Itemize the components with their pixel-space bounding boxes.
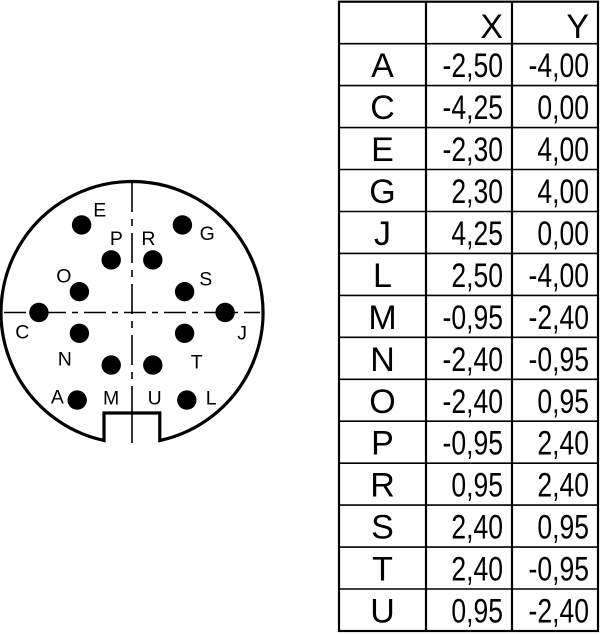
svg-text:0,95: 0,95 xyxy=(537,509,589,547)
svg-text:U: U xyxy=(370,593,395,631)
svg-text:0,95: 0,95 xyxy=(537,383,589,421)
svg-text:-0,95: -0,95 xyxy=(443,425,504,463)
svg-text:2,30: 2,30 xyxy=(451,173,503,211)
svg-text:2,50: 2,50 xyxy=(451,257,503,295)
svg-text:G: G xyxy=(200,223,215,245)
svg-text:T: T xyxy=(191,351,203,373)
svg-text:4,25: 4,25 xyxy=(451,215,503,253)
svg-text:C: C xyxy=(15,322,29,344)
svg-text:-2,50: -2,50 xyxy=(443,47,504,85)
svg-text:U: U xyxy=(148,387,162,409)
svg-text:-0,95: -0,95 xyxy=(443,299,504,337)
svg-text:N: N xyxy=(58,349,72,371)
svg-text:J: J xyxy=(374,215,391,253)
svg-text:R: R xyxy=(141,228,155,250)
svg-text:S: S xyxy=(199,269,212,291)
svg-text:P: P xyxy=(371,425,394,463)
svg-text:E: E xyxy=(371,131,394,169)
svg-text:-2,40: -2,40 xyxy=(443,383,504,421)
svg-text:M: M xyxy=(103,388,119,410)
svg-text:L: L xyxy=(206,388,217,410)
svg-text:4,00: 4,00 xyxy=(537,173,589,211)
svg-text:-0,95: -0,95 xyxy=(529,551,590,589)
svg-text:-2,40: -2,40 xyxy=(529,299,590,337)
svg-text:0,95: 0,95 xyxy=(451,467,503,505)
svg-text:0,95: 0,95 xyxy=(451,593,503,631)
svg-text:M: M xyxy=(368,299,396,337)
svg-text:-4,00: -4,00 xyxy=(529,47,590,85)
svg-text:R: R xyxy=(370,467,395,505)
svg-text:E: E xyxy=(93,200,106,222)
svg-text:0,00: 0,00 xyxy=(537,89,589,127)
svg-text:O: O xyxy=(369,383,395,421)
svg-text:-0,95: -0,95 xyxy=(529,341,590,379)
svg-text:A: A xyxy=(51,387,64,409)
svg-text:C: C xyxy=(370,89,395,127)
svg-text:0,00: 0,00 xyxy=(537,215,589,253)
svg-text:O: O xyxy=(56,266,71,288)
svg-text:4,00: 4,00 xyxy=(537,131,589,169)
svg-text:2,40: 2,40 xyxy=(537,425,589,463)
svg-text:T: T xyxy=(372,551,393,589)
svg-text:A: A xyxy=(371,47,394,85)
svg-text:-4,00: -4,00 xyxy=(529,257,590,295)
svg-text:Y: Y xyxy=(566,8,589,46)
svg-text:G: G xyxy=(369,173,395,211)
svg-text:-2,40: -2,40 xyxy=(443,341,504,379)
svg-text:X: X xyxy=(480,8,503,46)
svg-text:-2,40: -2,40 xyxy=(529,593,590,631)
svg-text:P: P xyxy=(110,228,123,250)
svg-text:J: J xyxy=(237,322,247,344)
svg-text:N: N xyxy=(370,341,395,379)
svg-text:2,40: 2,40 xyxy=(537,467,589,505)
svg-text:2,40: 2,40 xyxy=(451,551,503,589)
svg-text:S: S xyxy=(371,509,394,547)
svg-text:-4,25: -4,25 xyxy=(443,89,504,127)
svg-text:L: L xyxy=(373,257,392,295)
svg-text:-2,30: -2,30 xyxy=(443,131,504,169)
svg-text:2,40: 2,40 xyxy=(451,509,503,547)
